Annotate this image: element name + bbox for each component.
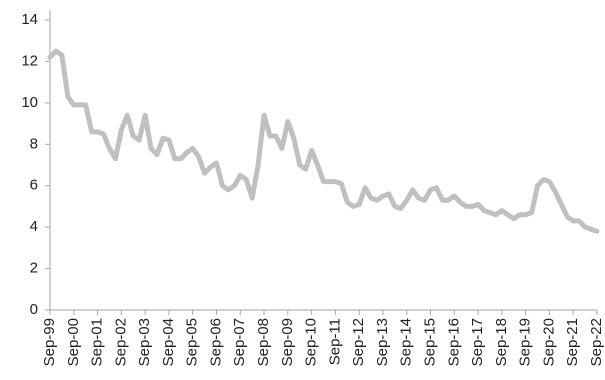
x-tick-label: Sep-12 (350, 318, 367, 366)
x-tick-label: Sep-02 (112, 318, 129, 366)
x-tick-label: Sep-11 (326, 318, 343, 365)
y-tick-label: 10 (21, 94, 38, 111)
y-tick-label: 14 (21, 11, 38, 28)
x-tick-label: Sep-15 (421, 318, 438, 366)
y-tick-label: 4 (30, 218, 38, 235)
y-tick-label: 6 (30, 177, 38, 194)
y-tick-label: 0 (30, 301, 38, 318)
x-tick-label: Sep-18 (493, 318, 510, 366)
x-tick-label: Sep-04 (160, 318, 177, 366)
x-tick-label: Sep-16 (445, 318, 462, 366)
x-tick-label: Sep-17 (469, 318, 486, 366)
x-tick-label: Sep-14 (398, 318, 415, 366)
y-tick-label: 12 (21, 52, 38, 69)
x-tick-label: Sep-21 (564, 318, 581, 366)
x-tick-label: Sep-20 (540, 318, 557, 366)
y-tick-label: 2 (30, 260, 38, 277)
data-line (47, 48, 600, 234)
x-tick-label: Sep-08 (255, 318, 272, 366)
x-tick-label: Sep-19 (517, 318, 534, 366)
x-tick-label: Sep-99 (41, 318, 58, 366)
y-tick-label: 8 (30, 135, 38, 152)
x-tick-label: Sep-22 (588, 318, 605, 366)
x-tick-label: Sep-05 (184, 318, 201, 366)
x-tick-label: Sep-09 (279, 318, 296, 366)
x-tick-label: Sep-00 (65, 318, 82, 366)
x-tick-label: Sep-10 (303, 318, 320, 366)
x-tick-label: Sep-13 (374, 318, 391, 366)
x-tick-label: Sep-07 (231, 318, 248, 366)
x-tick-label: Sep-03 (136, 318, 153, 366)
x-tick-label: Sep-06 (207, 318, 224, 366)
x-tick-label: Sep-01 (89, 318, 106, 366)
